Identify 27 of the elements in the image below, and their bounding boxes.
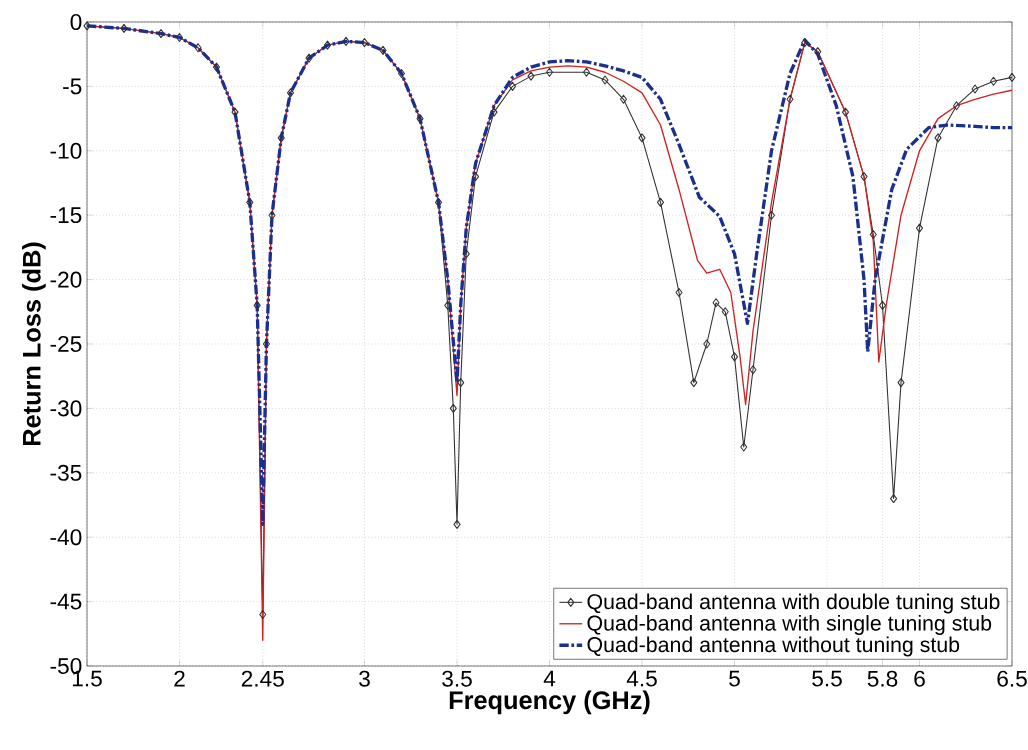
x-tick-label: 2.45: [241, 670, 284, 687]
x-tick-label: 6.5: [997, 670, 1027, 687]
legend-label: Quad-band antenna with double tuning stub: [587, 593, 1000, 614]
x-axis-title: Frequency (GHz): [449, 690, 650, 715]
x-tick-label: 2: [174, 670, 185, 687]
y-tick-label: -10: [50, 142, 82, 159]
y-tick-label: -30: [50, 400, 82, 417]
x-tick-label: 5.5: [812, 670, 842, 687]
line-series: [87, 24, 1013, 526]
x-tick-label: 6: [914, 670, 925, 687]
x-tick-label: 5: [729, 670, 740, 687]
x-tick-label: 4: [543, 670, 556, 687]
y-tick-label: -45: [50, 593, 82, 610]
y-tick-label: -25: [50, 335, 82, 353]
x-tick-label: 3.5: [442, 670, 472, 687]
y-tick-label: -5: [63, 78, 82, 95]
y-axis-title: Return Loss (dB): [22, 242, 46, 446]
y-tick-label: -20: [50, 271, 82, 288]
y-tick-label: 0: [70, 13, 82, 31]
x-tick-label: 5.8: [867, 670, 898, 687]
y-tick-label: -15: [50, 207, 82, 224]
x-tick-label: 3: [359, 670, 370, 687]
legend-label: Quad-band antenna with single tuning stub: [587, 615, 992, 635]
legend-label: Quad-band antenna without tuning stub: [587, 636, 960, 657]
y-tick-label: -35: [50, 464, 82, 481]
x-tick-label: 4.5: [626, 670, 657, 687]
y-tick-label: -40: [50, 529, 82, 546]
